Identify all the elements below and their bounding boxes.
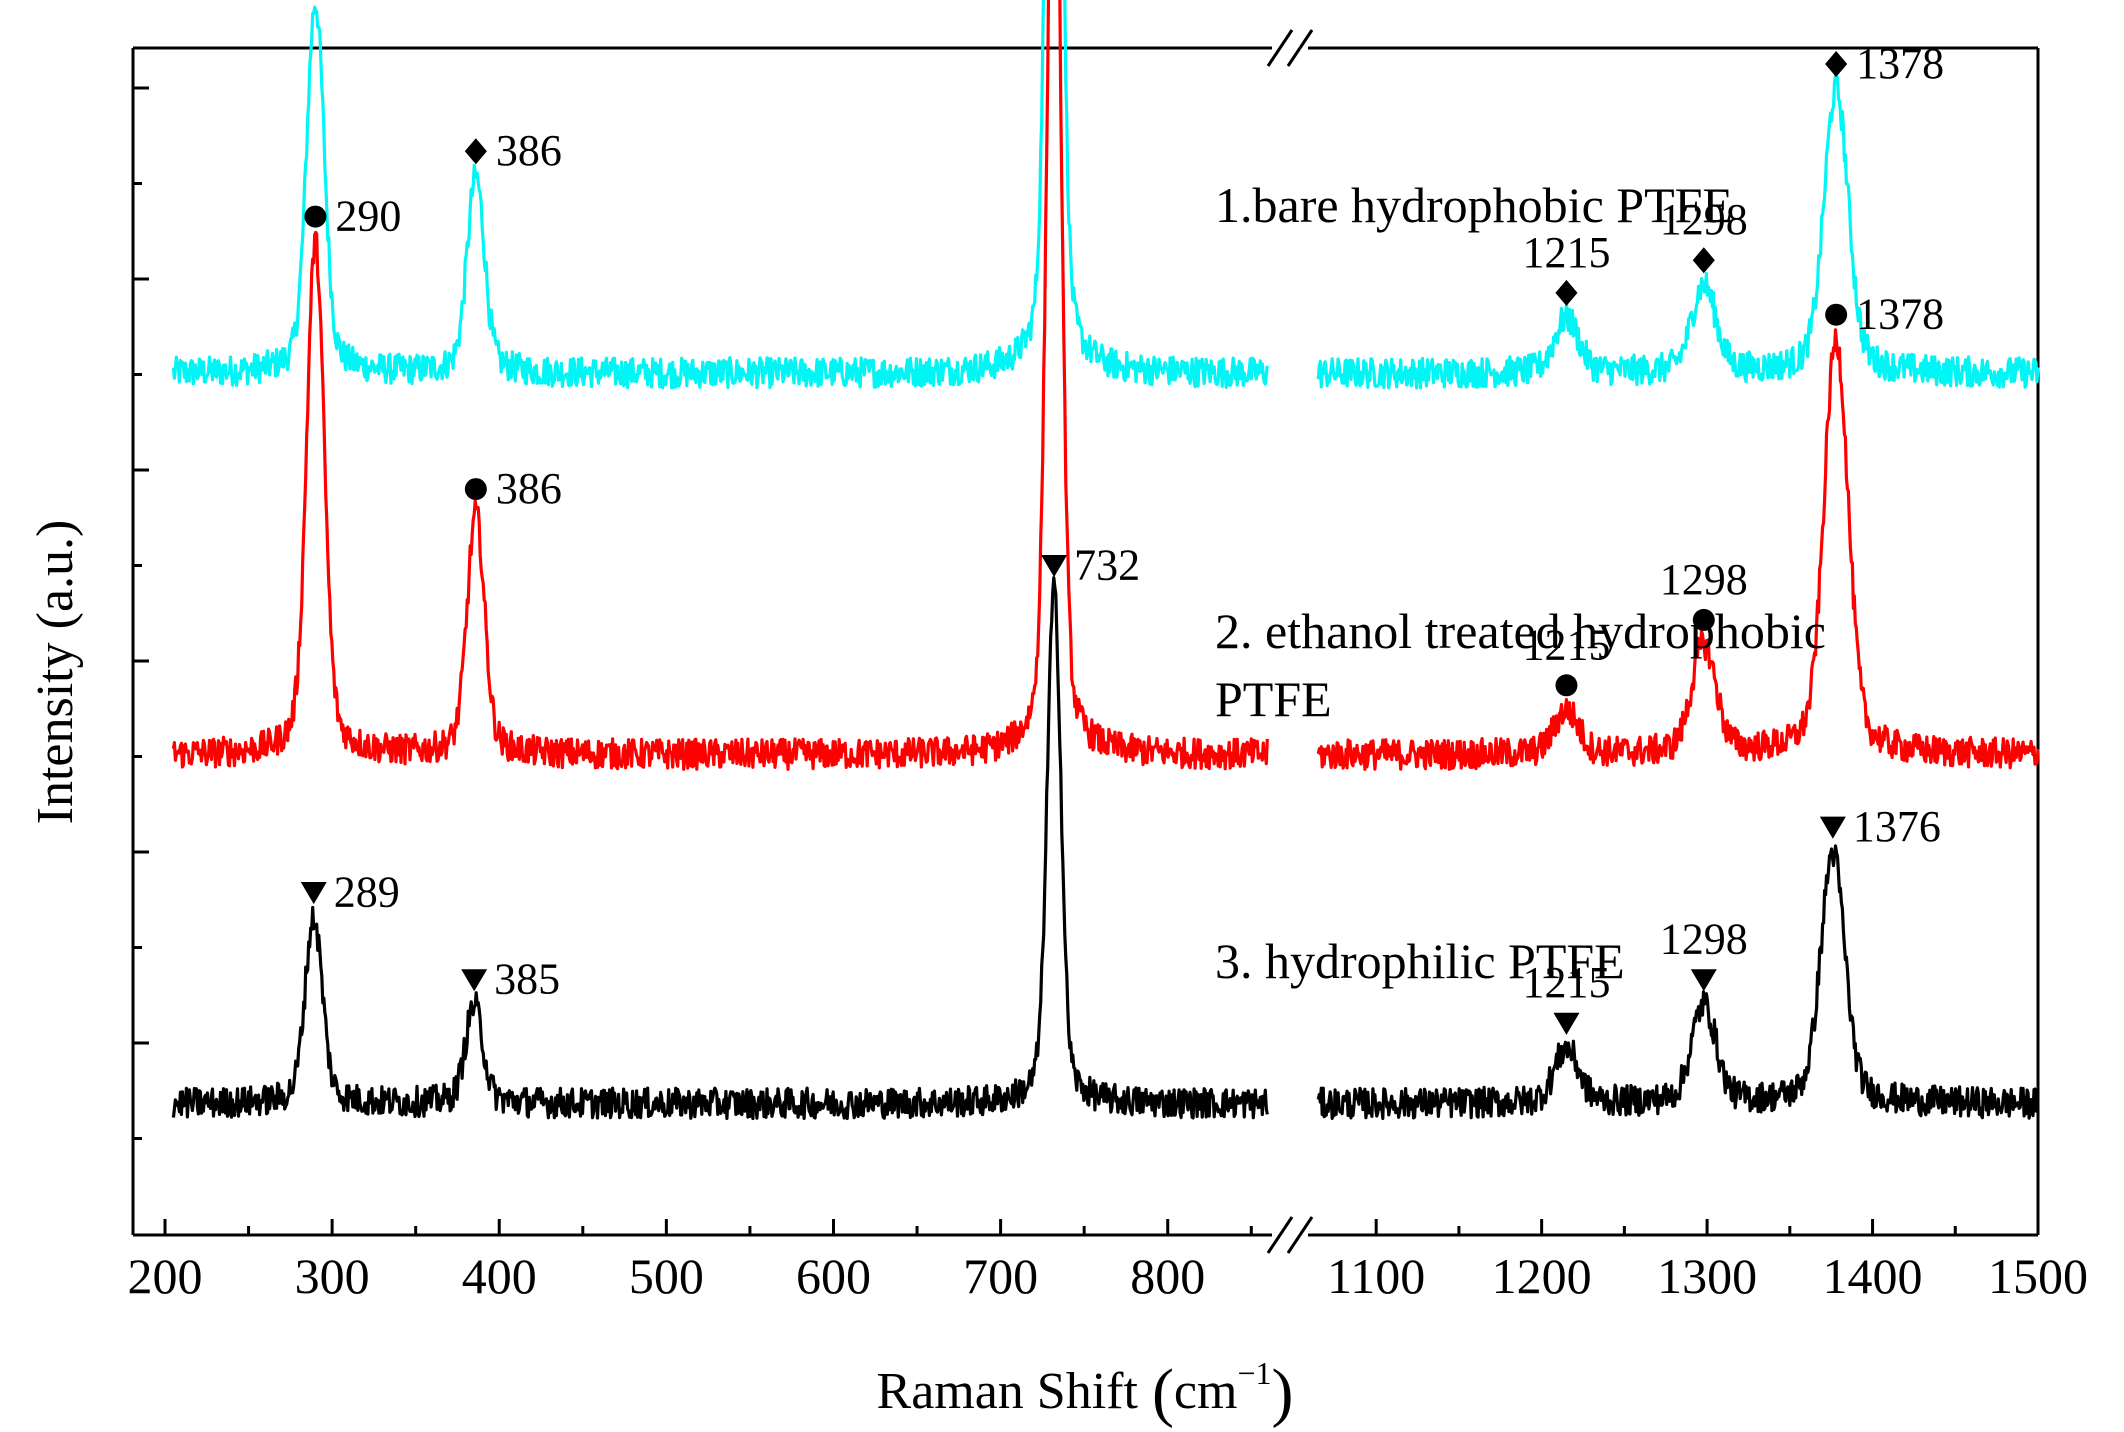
spectrum-line-series-2-segment-1 (171, 0, 1269, 771)
peak-label: 1378 (1856, 39, 1944, 88)
spectrum-line-series-1-segment-1 (171, 0, 1269, 390)
x-tick-label: 1200 (1492, 1248, 1592, 1304)
axis-break-mark (1286, 29, 1314, 67)
peak-marker-diamond (1825, 51, 1848, 77)
spectrum-line-series-3-segment-1 (171, 576, 1269, 1121)
peak-label: 1378 (1856, 290, 1944, 339)
x-tick-label: 1500 (1988, 1248, 2088, 1304)
peak-marker-triangle-down (300, 882, 327, 905)
peak-marker-diamond (1555, 279, 1578, 306)
x-tick-label: 600 (796, 1248, 871, 1304)
x-tick-label: 1100 (1327, 1248, 1425, 1304)
y-axis-title: Intensity (a.u.) (27, 520, 84, 825)
peak-marker-circle (1692, 608, 1715, 631)
x-axis-unit: cm (1174, 1363, 1238, 1420)
peak-marker-circle (304, 205, 327, 228)
peak-label: 1298 (1660, 195, 1748, 244)
axis-break-mark (1266, 1216, 1294, 1254)
x-tick-label: 700 (963, 1248, 1038, 1304)
peak-marker-triangle-down (1819, 816, 1846, 839)
axes: 200 300 400 500 600 700 800 1100 1200 1300 1400 150… (128, 29, 2088, 1304)
peak-label: 1298 (1660, 915, 1748, 964)
peak-label: 386 (496, 464, 562, 513)
peak-marker-triangle-down (1041, 555, 1068, 578)
peak-label: 289 (334, 867, 400, 916)
x-tick-label: 300 (295, 1248, 370, 1304)
peak-label: 732 (1074, 540, 1140, 589)
series-label-2-line2: PTFE (1215, 671, 1332, 727)
peak-label: 385 (494, 955, 560, 1004)
peak-label: 290 (335, 0, 401, 1)
peak-label: 1376 (1853, 802, 1941, 851)
peak-marker-triangle-down (461, 969, 488, 992)
peak-label: 1298 (1660, 555, 1748, 604)
peak-label: 290 (335, 192, 401, 241)
x-tick-label: 1400 (1823, 1248, 1923, 1304)
x-axis-title: Raman Shift (cm−1) (877, 1355, 1294, 1429)
x-tick-label: 400 (462, 1248, 537, 1304)
series-label-3: 3. hydrophilic PTFE (1215, 933, 1625, 989)
x-tick-label: 200 (128, 1248, 203, 1304)
peak-marker-triangle-down (1690, 969, 1717, 992)
peak-marker-circle (1825, 303, 1848, 326)
axis-break-mark (1266, 29, 1294, 67)
peak-label: 1215 (1522, 958, 1610, 1007)
series-group (171, 0, 2040, 1121)
peak-marker-circle (464, 478, 487, 501)
peak-marker-triangle-down (1553, 1012, 1580, 1035)
peak-label: 1215 (1522, 228, 1610, 277)
x-axis-unit-exp: −1 (1237, 1355, 1271, 1391)
x-tick-label: 1300 (1657, 1248, 1757, 1304)
peak-label: 1215 (1522, 620, 1610, 669)
peak-label: 386 (496, 126, 562, 175)
series-label-2: 2. ethanol treated hydrophobic (1215, 603, 1826, 659)
peak-marker-circle (1555, 674, 1578, 697)
spectrum-line-series-3-segment-2 (1316, 844, 2040, 1120)
peak-marker-diamond (464, 138, 487, 165)
peak-marker-diamond (1692, 247, 1715, 274)
x-axis-title-text: Raman Shift (877, 1363, 1139, 1420)
series-label-1: 1.bare hydrophobic PTFE (1215, 177, 1733, 233)
annotations: 2903867321215129813782903867321215129813… (300, 0, 1944, 1035)
axis-break-mark (1286, 1216, 1314, 1254)
spectrum-line-series-1-segment-2 (1316, 74, 2040, 390)
spectrum-line-series-2-segment-2 (1316, 328, 2040, 771)
x-tick-label: 800 (1130, 1248, 1205, 1304)
x-tick-label: 500 (629, 1248, 704, 1304)
